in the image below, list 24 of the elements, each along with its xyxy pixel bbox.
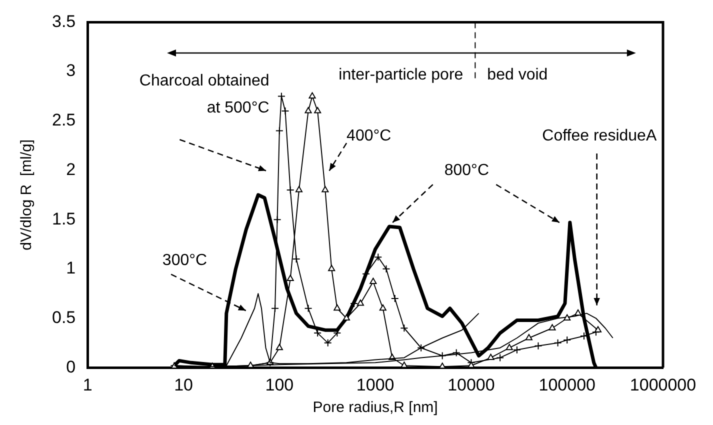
text: 800°C — [444, 162, 490, 180]
y-tick-label: 2 — [66, 160, 76, 179]
y-tick-label: 0 — [66, 357, 76, 376]
text: Coffee residueA — [542, 128, 657, 145]
annotation: bed void — [487, 66, 548, 84]
x-axis-title: Pore radius,R [nm] — [312, 399, 438, 416]
y-axis-title: dV/dlog R [ml/g] — [18, 139, 36, 250]
y-tick-label: 3.5 — [52, 12, 76, 31]
text: 300°C — [162, 252, 208, 269]
x-tick-label: 10000 — [448, 375, 495, 394]
series-label: 400°C — [346, 128, 392, 145]
y-tick-label: 3 — [66, 61, 76, 80]
y-tick-label: 1.5 — [52, 209, 76, 228]
x-tick-label: 1000000 — [630, 375, 696, 394]
x-tick-label: 100000 — [538, 375, 596, 394]
y-tick-label: 1 — [66, 258, 76, 278]
y-tick-label: 0.5 — [52, 308, 76, 327]
series-label: Charcoal obtained at 500°C — [139, 72, 270, 116]
annotation: inter-particle pore — [338, 66, 464, 84]
x-tick-label: 100 — [265, 375, 294, 394]
x-tick-label: 10 — [174, 375, 193, 394]
y-tick-label: 2.5 — [52, 110, 76, 130]
x-tick-label: 1 — [82, 375, 92, 394]
x-tick-label: 1000 — [356, 375, 394, 394]
